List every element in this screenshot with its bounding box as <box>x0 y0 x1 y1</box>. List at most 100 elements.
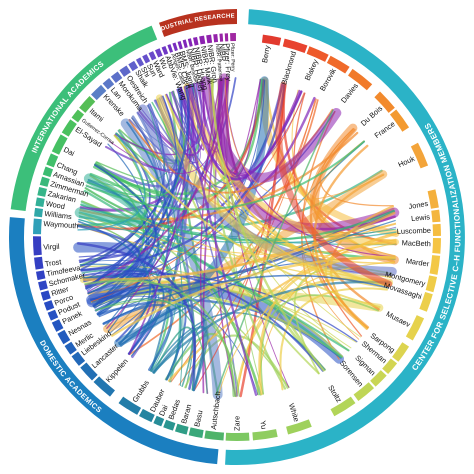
node-arc-virgil <box>33 236 42 256</box>
node-arc-blakey <box>306 46 329 62</box>
chord-podust-yu <box>91 295 259 396</box>
node-arc-nibr-benedikt <box>182 39 188 49</box>
chord-nesnas-trost <box>79 260 153 315</box>
node-label-france: France <box>373 119 397 140</box>
chord-sherman-sun <box>165 94 362 338</box>
chord-nibr-marder <box>224 77 396 258</box>
node-arc-wood <box>35 197 45 208</box>
node-arc-borovik <box>326 55 350 74</box>
chord-zare-panek <box>95 299 240 397</box>
segment-arc-domestic-academics <box>8 217 219 465</box>
chord-merlic-movassaghi <box>102 274 389 325</box>
node-arc-shaik <box>128 60 139 72</box>
node-arc-porco <box>43 300 55 311</box>
chord-amassian-jones <box>84 187 395 242</box>
node-arc-macbeth <box>432 238 441 254</box>
node-arc-nesnas <box>57 329 71 345</box>
node-arc-wu <box>155 48 163 58</box>
node-arc-bedas <box>163 419 176 431</box>
chord-marder-autschbach <box>218 261 395 396</box>
node-arc-zakarian <box>37 186 47 197</box>
segment-arc-industrial-researchers <box>159 9 237 37</box>
node-arc-zimmerman <box>39 176 50 187</box>
node-arc-movassaghi <box>419 292 433 312</box>
node-arc-oestreich <box>119 65 131 77</box>
node-arc-dauber <box>139 408 155 423</box>
node-label-virgil: Virgil <box>43 242 60 252</box>
node-arc-sherman <box>382 358 398 375</box>
node-arc-nibr-groh <box>206 34 213 44</box>
node-label-wood: Wood <box>45 199 65 211</box>
chords-layer <box>73 73 400 400</box>
node-label-trost: Trost <box>44 257 62 268</box>
chord-blacknond-movassaghi <box>275 81 393 288</box>
chord-oestreich-krenske <box>128 104 185 169</box>
node-label-luscombe: Luscombe <box>397 226 431 236</box>
chord-movassaghi-shi <box>155 94 394 287</box>
chord-grubbs-movassaghi <box>152 280 391 374</box>
node-label-baran: Baran <box>179 403 193 424</box>
chord-houk-nibr <box>224 77 384 201</box>
chord-nibr-jones <box>218 73 400 234</box>
node-arc-autschbach <box>204 430 225 441</box>
node-arcs-layer <box>33 33 441 441</box>
node-label-pfizer-frey: Pfizer: Frey <box>222 43 233 82</box>
node-arc-podust <box>47 309 59 321</box>
node-arc-amassian <box>42 166 54 178</box>
node-arc-amgen-caille <box>167 44 174 53</box>
chord-bedas-schomaker <box>81 268 194 388</box>
node-label-itami: Itami <box>88 106 106 124</box>
node-label-houk: Houk <box>397 154 417 169</box>
node-label-macbeth: MacBeth <box>402 238 431 248</box>
node-label-autschbach: Autschbach <box>209 391 223 430</box>
node-arc-ward <box>148 51 157 61</box>
chord-white-bedas <box>184 334 289 389</box>
node-arc-blacknond <box>282 38 308 54</box>
node-label-jones: Jones <box>408 199 429 211</box>
node-arc-nibr-malik <box>199 35 206 45</box>
chord-virgil-baran <box>76 242 197 390</box>
node-arc-kippelen <box>93 376 115 397</box>
chord-bedas-oestreich <box>147 104 184 387</box>
chord-sherman-ritter <box>85 280 357 343</box>
chord-musaev-itami <box>113 134 381 309</box>
node-arc-trost <box>34 256 44 270</box>
node-arc-chang <box>46 153 59 168</box>
node-label-lewis: Lewis <box>411 212 431 223</box>
node-label-nibr: NIBR <box>217 43 227 61</box>
node-label-waymouth: Waymouth <box>43 219 79 230</box>
chord-zare-ritter <box>84 279 237 398</box>
node-arc-nibr-huang <box>193 36 199 46</box>
node-label-kippelen: Kippelen <box>104 357 130 384</box>
chord-dauber-schomaker <box>82 275 182 381</box>
chord-basu-panek <box>95 298 208 394</box>
node-arc-du-bois <box>374 91 395 113</box>
chord-du-bois-jones <box>319 128 394 207</box>
node-arc-lancaster <box>80 362 98 381</box>
node-arc-lan <box>102 78 115 90</box>
node-label-berry: Berry <box>260 44 272 63</box>
node-arc-sorensen <box>353 382 375 401</box>
node-arc-bms-jiang <box>177 40 183 50</box>
node-label-du-bois: Du Bois <box>359 104 384 128</box>
node-arc-sun <box>142 54 151 64</box>
node-label-blakey: Blakey <box>303 58 320 82</box>
chord-zimmerman-sigman <box>83 189 350 352</box>
chord-ritter-shi <box>85 95 178 288</box>
node-label-zare: Zare <box>233 416 242 431</box>
node-arc-sigman <box>370 370 387 387</box>
node-arc-yu <box>252 429 278 441</box>
node-arc-baran <box>174 423 189 435</box>
chord-stoltz-nibr-groh <box>210 78 325 372</box>
node-label-musaev: Musaev <box>385 309 412 329</box>
chord-dauber-france <box>166 141 365 381</box>
node-arc-merlic <box>64 341 77 355</box>
chord-krenske-autschbach <box>120 118 223 400</box>
node-arc-gutierrez-correa <box>71 109 85 123</box>
node-arc-williams <box>34 207 44 218</box>
node-arc-berry <box>261 34 282 46</box>
node-arc-krenske <box>90 84 107 101</box>
node-arc-liebeskind <box>71 351 86 366</box>
